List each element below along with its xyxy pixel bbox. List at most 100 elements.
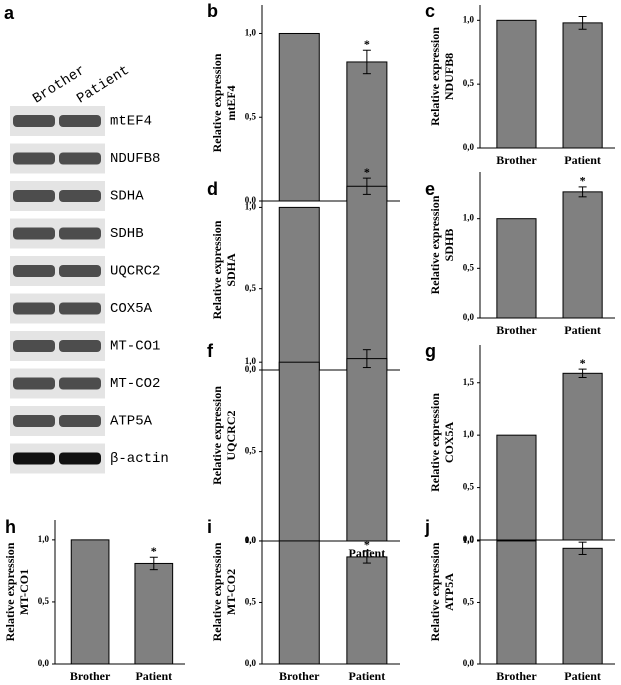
x-tick-label: Patient [564, 323, 601, 337]
bar [346, 358, 388, 542]
y-tick-label: 0,0 [245, 364, 257, 374]
bar [496, 19, 537, 149]
blot-band [13, 302, 55, 315]
y-tick-label: 0,5 [245, 111, 257, 121]
blot-band [59, 452, 101, 465]
significance-mark: * [580, 174, 586, 188]
band-label: COX5A [110, 301, 153, 317]
y-axis-label: Relative expression [428, 27, 442, 126]
y-axis-label: MT-CO2 [224, 569, 238, 615]
y-axis-label: SDHB [442, 229, 456, 262]
y-tick-label: 0,0 [463, 534, 475, 544]
bar [496, 540, 537, 665]
y-tick-label: 1,5 [463, 377, 475, 387]
error-bar [362, 349, 371, 369]
y-tick-label: 1,0 [245, 28, 257, 38]
band-label: SDHA [110, 189, 144, 205]
y-tick-label: 1,0 [463, 213, 475, 223]
bar [496, 218, 537, 319]
panel-letter: h [5, 517, 16, 537]
y-axis-label: Relative expression [3, 542, 17, 641]
band-label: MT-CO2 [110, 376, 160, 392]
y-tick-label: 1,0 [38, 534, 50, 544]
bar [562, 547, 603, 665]
error-bar [578, 15, 587, 30]
significance-mark: * [580, 356, 586, 370]
y-tick-label: 0,5 [245, 597, 257, 607]
y-tick-label: 0,0 [245, 195, 257, 205]
band-label: UQCRC2 [110, 264, 160, 280]
y-axis-label: SDHA [224, 253, 238, 287]
significance-mark: * [151, 544, 157, 558]
panel-letter: b [207, 1, 218, 21]
error-bar [362, 550, 371, 564]
y-axis-label: UQCRC2 [224, 411, 238, 461]
y-tick-label: 1,0 [463, 535, 475, 545]
y-axis-label: COX5A [442, 422, 456, 464]
x-tick-label: Brother [279, 669, 320, 683]
y-tick-label: 0,0 [463, 658, 475, 668]
y-axis-label: mtEF4 [224, 85, 238, 120]
panel-letter: i [207, 517, 212, 537]
y-tick-label: 0,0 [245, 658, 257, 668]
blot-band [13, 415, 55, 427]
x-tick-label: Patient [135, 669, 172, 683]
band-label: β-actin [110, 451, 169, 467]
error-bar [578, 186, 587, 198]
y-tick-label: 1,0 [245, 201, 257, 211]
blot-band [13, 190, 55, 202]
y-axis-label: Relative expression [428, 542, 442, 641]
blot-band [59, 377, 101, 390]
bar [562, 372, 603, 541]
y-tick-label: 0,5 [463, 482, 475, 492]
y-axis-label: Relative expression [210, 53, 224, 152]
bar [346, 185, 388, 371]
band-label: SDHB [110, 226, 144, 242]
blot-band [59, 227, 101, 240]
blot-band [13, 340, 55, 352]
x-tick-label: Brother [496, 323, 537, 337]
bar [346, 556, 388, 665]
y-tick-label: 1,0 [463, 14, 475, 24]
y-tick-label: 0,5 [463, 78, 475, 88]
y-tick-label: 0,5 [38, 596, 50, 606]
bar [562, 191, 603, 319]
blot-band [13, 452, 55, 465]
panel-letter: f [207, 341, 214, 361]
y-axis-label: MT-CO1 [17, 569, 31, 615]
x-tick-label: Patient [564, 669, 601, 683]
y-tick-label: 0,5 [245, 446, 257, 456]
blot-band [59, 302, 101, 315]
band-label: MT-CO1 [110, 339, 160, 355]
y-tick-label: 0,0 [463, 312, 475, 322]
error-bar [149, 556, 158, 571]
bar [278, 540, 320, 665]
y-tick-label: 0,0 [245, 535, 257, 545]
band-label: NDUFB8 [110, 151, 160, 167]
blot-band [59, 152, 101, 165]
y-tick-label: 0,5 [463, 262, 475, 272]
panel-letter: c [425, 1, 435, 21]
y-axis-label: Relative expression [428, 195, 442, 294]
y-axis-label: ATP5A [442, 573, 456, 611]
y-axis-label: Relative expression [428, 393, 442, 492]
significance-mark: * [364, 37, 370, 51]
error-bar [578, 368, 587, 378]
x-tick-label: Patient [564, 153, 601, 167]
y-axis-label: NDUFB8 [442, 53, 456, 100]
panel-letter: e [425, 179, 435, 199]
y-tick-label: 1,0 [463, 429, 475, 439]
x-tick-label: Brother [496, 153, 537, 167]
y-axis-label: Relative expression [210, 542, 224, 641]
significance-mark: * [364, 165, 370, 179]
panel-letter: a [4, 3, 15, 23]
panel-letter: g [425, 341, 436, 361]
y-tick-label: 1,0 [245, 535, 257, 545]
error-bar [578, 541, 587, 555]
bar [562, 22, 603, 149]
x-tick-label: Patient [349, 669, 386, 683]
blot-band [59, 265, 101, 277]
blot-band [13, 265, 55, 277]
y-tick-label: 1,0 [245, 356, 257, 366]
